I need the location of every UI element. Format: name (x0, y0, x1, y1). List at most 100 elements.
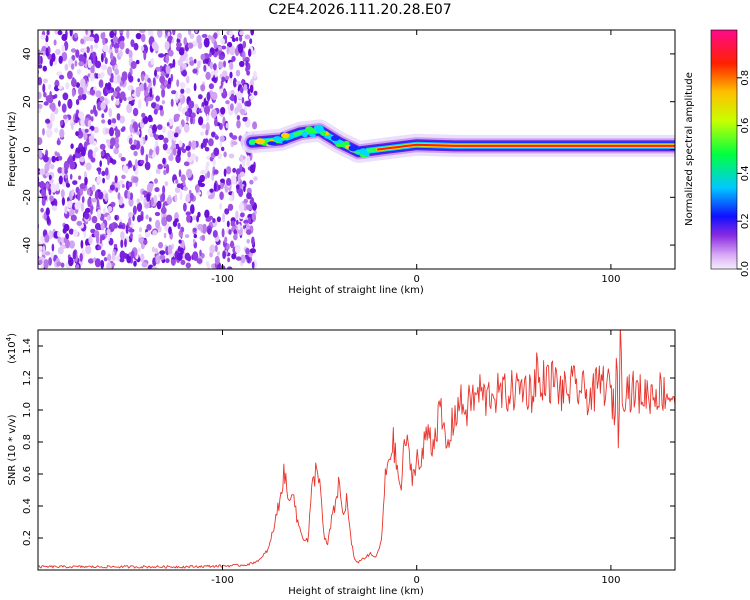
noise-blob (84, 176, 88, 186)
noise-blob (195, 155, 199, 163)
noise-blob (55, 48, 61, 56)
noise-blob (249, 164, 256, 174)
noise-blob (246, 229, 252, 235)
noise-blob (201, 234, 206, 242)
noise-blob (118, 179, 125, 186)
snr-xtick-label: -100 (211, 575, 234, 586)
noise-blob (240, 212, 245, 218)
noise-blob (226, 46, 230, 55)
noise-blob (57, 167, 63, 174)
noise-blob (58, 55, 63, 64)
noise-blob (183, 161, 190, 167)
noise-blob (62, 92, 69, 101)
noise-blob (218, 46, 222, 51)
snr-ytick-label: 0.4 (22, 498, 33, 514)
noise-blob (57, 85, 63, 90)
noise-blob (154, 248, 159, 255)
noise-blob (103, 257, 108, 262)
noise-blob (35, 82, 38, 87)
noise-blob (33, 78, 37, 88)
noise-blob (94, 258, 101, 268)
noise-blob (68, 228, 74, 235)
noise-blob (189, 192, 194, 201)
noise-blob (189, 59, 195, 66)
noise-blob (221, 228, 225, 238)
snr-line-layer (38, 330, 675, 569)
noise-blob (227, 257, 231, 263)
spectrogram-ylabel: Frequency (Hz) (7, 111, 18, 187)
noise-blob (93, 126, 99, 134)
noise-blob (90, 30, 94, 34)
noise-blob (137, 78, 140, 83)
noise-blob (110, 73, 114, 81)
noise-blob (250, 197, 255, 207)
noise-blob (128, 217, 132, 226)
noise-blob (239, 30, 244, 36)
noise-blob (234, 244, 241, 254)
noise-blob (57, 230, 61, 238)
ridge-blob (320, 131, 327, 136)
snr-yscale-text: (x104) (5, 333, 18, 364)
noise-blob (105, 139, 110, 144)
noise-blob (133, 42, 139, 51)
noise-blob (214, 255, 220, 265)
snr-xtick-label: 0 (414, 575, 420, 586)
noise-blob (139, 214, 144, 221)
noise-blob (71, 89, 75, 97)
noise-blob (119, 80, 123, 87)
noise-blob (38, 103, 43, 110)
noise-blob (107, 66, 112, 76)
noise-blob (100, 259, 105, 269)
noise-blob (33, 152, 37, 156)
noise-blob (125, 224, 129, 234)
snr-yscale-prefix: (x10 (7, 341, 18, 364)
noise-blob (102, 177, 105, 184)
noise-blob (205, 129, 209, 136)
noise-blob (196, 215, 200, 223)
noise-blob (146, 193, 151, 202)
noise-blob (247, 62, 251, 71)
noise-blob (206, 113, 210, 122)
snr-ytick-label: 0.6 (22, 466, 33, 482)
noise-blob (112, 36, 118, 44)
noise-blob (128, 228, 135, 233)
noise-blob (159, 250, 166, 256)
noise-blob (90, 44, 94, 50)
noise-blob (184, 252, 191, 261)
noise-blob (227, 203, 234, 211)
snr-ytick-label: 0.2 (22, 530, 33, 546)
noise-blob (224, 236, 228, 244)
noise-blob (235, 37, 239, 42)
colorbar-tick-label: 0.6 (740, 118, 750, 134)
noise-blob (162, 202, 166, 213)
noise-blob (130, 39, 135, 47)
noise-blob (170, 73, 174, 82)
noise-blob (152, 229, 158, 236)
noise-blob (81, 196, 85, 203)
noise-blob (96, 199, 100, 208)
noise-blob (140, 122, 145, 129)
noise-blob (229, 61, 234, 70)
noise-blob (251, 213, 256, 221)
noise-blob (106, 214, 112, 221)
noise-blob (61, 44, 65, 53)
noise-blob (118, 49, 123, 58)
noise-blob (83, 132, 88, 141)
noise-blob (61, 103, 67, 113)
spectrogram-ytick-label: -20 (22, 189, 33, 205)
noise-blob (67, 70, 73, 80)
noise-blob (114, 68, 119, 76)
noise-blob (43, 91, 47, 98)
noise-blob (245, 100, 252, 107)
noise-blob (243, 219, 250, 224)
noise-blob (145, 153, 149, 163)
noise-blob (38, 259, 43, 265)
noise-blob (147, 127, 153, 135)
noise-blob (38, 243, 43, 253)
noise-blob (151, 246, 155, 253)
colorbar-tick-label: 0.0 (740, 261, 750, 277)
noise-blob (40, 235, 45, 242)
noise-blob (243, 198, 248, 204)
noise-blob (166, 83, 171, 89)
noise-blob (246, 204, 253, 211)
